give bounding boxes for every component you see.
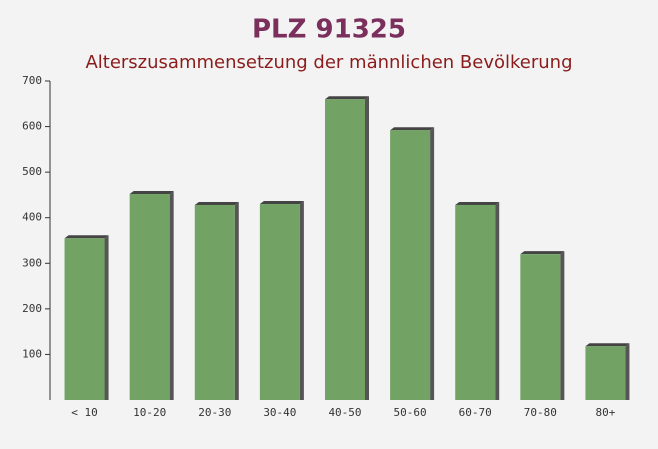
y-tick-label: 400 [22, 211, 42, 224]
bar [64, 238, 105, 400]
bar-side [495, 201, 500, 400]
bar-side [430, 127, 435, 401]
bar-top [129, 191, 174, 195]
y-tick-label: 100 [22, 347, 42, 360]
bar-top [520, 251, 565, 255]
y-tick-label: 600 [22, 120, 42, 133]
bar-top [194, 201, 239, 205]
bar [390, 130, 431, 400]
bar [325, 99, 365, 400]
bar [585, 346, 626, 400]
y-tick-label: 300 [22, 256, 42, 269]
bar-side [234, 201, 239, 400]
bar-top [455, 201, 500, 205]
x-tick-label: 40-50 [328, 406, 361, 419]
bar-side [365, 96, 369, 400]
x-tick-label: 10-20 [133, 406, 166, 419]
chart-title: PLZ 91325 [252, 15, 406, 45]
x-tick-label: 60-70 [459, 406, 492, 419]
x-tick-label: 30-40 [263, 406, 296, 419]
y-tick-label: 200 [22, 302, 42, 315]
bar [194, 204, 235, 400]
chart-subtitle: Alterszusammensetzung der männlichen Bev… [85, 52, 572, 73]
bar [129, 194, 170, 400]
bar-top [64, 235, 109, 239]
bar-top [390, 127, 435, 131]
bar-top [585, 343, 630, 347]
bar [520, 254, 561, 400]
x-tick-label: 20-30 [198, 406, 231, 419]
bar [259, 204, 300, 400]
bar-top [259, 201, 304, 205]
x-tick-label: 50-60 [394, 406, 427, 419]
bar-side [104, 235, 109, 400]
bar [455, 204, 496, 400]
x-tick-label: 70-80 [524, 406, 557, 419]
x-tick-label: 80+ [596, 406, 616, 419]
bar-side [560, 251, 565, 400]
y-tick-label: 500 [22, 165, 42, 178]
bar-side [625, 343, 630, 400]
y-tick-label: 700 [22, 74, 42, 87]
bar-side [169, 191, 174, 400]
bar-top [325, 96, 369, 100]
bar-side [299, 201, 304, 400]
x-tick-label: < 10 [71, 406, 98, 419]
